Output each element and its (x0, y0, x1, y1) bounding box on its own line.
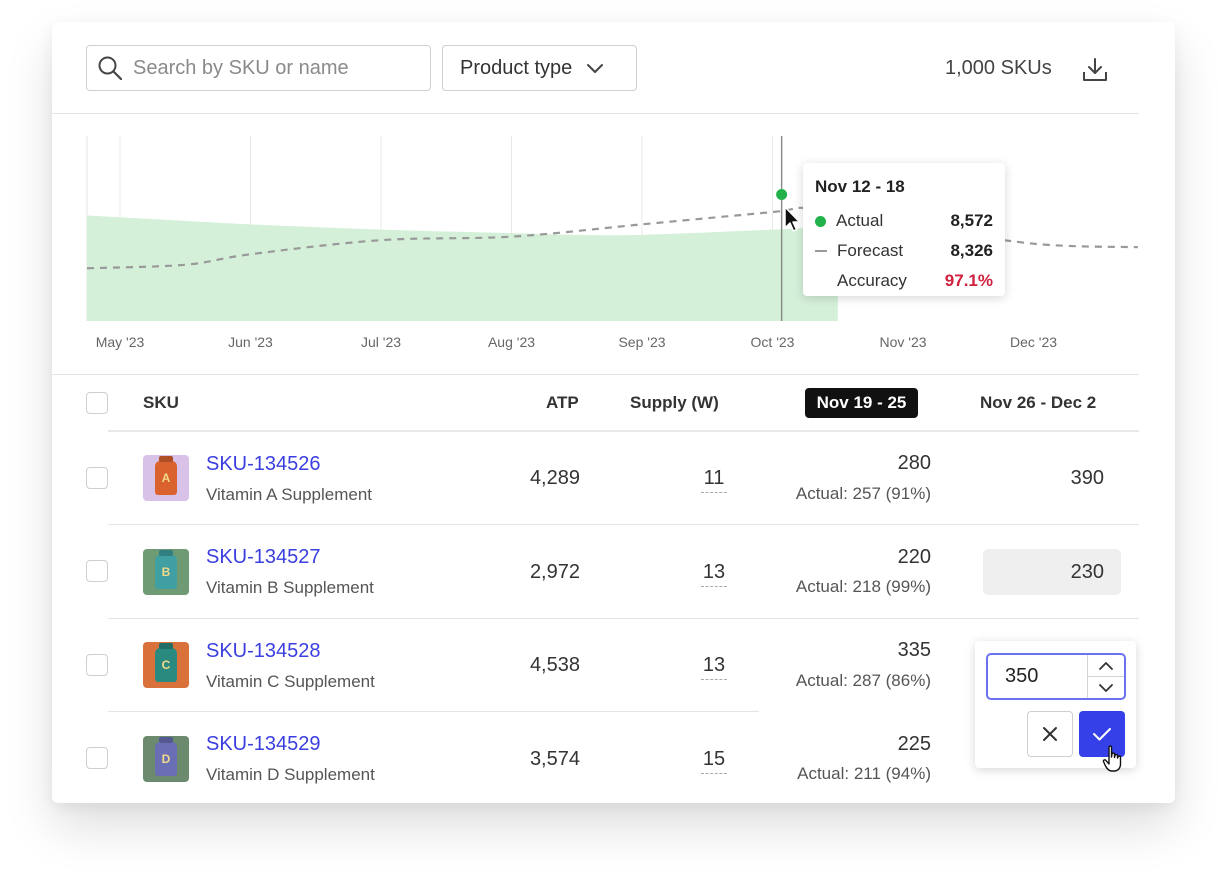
sku-link[interactable]: SKU-134529 (206, 733, 321, 755)
x-tick-label: May '23 (96, 334, 145, 350)
sku-link[interactable]: SKU-134526 (206, 453, 321, 475)
actual-dot-icon (815, 215, 826, 227)
bottle-letter: A (161, 471, 171, 485)
row-checkbox[interactable] (86, 467, 108, 489)
cancel-button[interactable] (1027, 711, 1073, 757)
forecast-value[interactable]: 220 (897, 546, 931, 568)
close-icon (1043, 727, 1057, 741)
col-header-supply[interactable]: Supply (W) (630, 393, 719, 412)
actual-value: Actual: 218 (99%) (795, 577, 931, 596)
product-name: Vitamin C Supplement (206, 672, 375, 691)
atp-value: 4,289 (529, 467, 580, 489)
actual-value: Actual: 287 (86%) (795, 671, 931, 690)
toolbar-divider (52, 113, 1139, 114)
sku-link[interactable]: SKU-134527 (206, 546, 321, 568)
chevron-up-icon (1099, 661, 1113, 670)
forecast-value[interactable]: 335 (897, 639, 931, 661)
number-stepper[interactable] (1087, 655, 1124, 698)
actual-area (87, 215, 838, 321)
x-tick-label: Oct '23 (751, 334, 795, 350)
supply-value[interactable]: 13 (701, 654, 727, 680)
forecast-line (86, 206, 1138, 270)
x-tick-label: Jun '23 (228, 334, 273, 350)
increment-button[interactable] (1088, 655, 1124, 677)
col-header-current-week[interactable]: Nov 19 - 25 (805, 388, 918, 418)
row-checkbox[interactable] (86, 654, 108, 676)
download-icon[interactable] (1080, 55, 1110, 85)
value-input-text: 350 (1005, 665, 1039, 687)
x-tick-label: Jul '23 (361, 334, 401, 350)
supply-value[interactable]: 11 (701, 467, 727, 493)
col-header-next-week[interactable]: Nov 26 - Dec 2 (980, 393, 1097, 412)
sku-link[interactable]: SKU-134528 (206, 640, 321, 662)
row-divider (108, 524, 1139, 525)
edit-value-popover: 350 (975, 641, 1136, 772)
col-header-sku[interactable]: SKU (143, 393, 179, 412)
forecast-chart[interactable]: May '23 Jun '23 Jul '23 Aug '23 Sep '23 Oct '… (52, 114, 1139, 359)
search-icon (98, 56, 123, 81)
sku-count: 1,000 SKUs (945, 57, 1052, 79)
decrement-button[interactable] (1088, 677, 1124, 698)
x-tick-label: Nov '23 (879, 334, 926, 350)
forecast-value[interactable]: 225 (897, 733, 931, 755)
tooltip-title: Nov 12 - 18 (815, 177, 905, 196)
chevron-down-icon (587, 64, 604, 73)
product-type-label: Product type (460, 56, 573, 79)
select-all-checkbox[interactable] (86, 392, 108, 414)
forecast-card: Search by SKU or name Product type 1,000… (52, 22, 1175, 803)
bottle-letter: C (161, 658, 171, 672)
supply-value[interactable]: 15 (701, 748, 727, 774)
tooltip-accuracy-label: Accuracy (837, 271, 907, 290)
checkmark-icon (1093, 728, 1111, 741)
row-checkbox[interactable] (86, 747, 108, 769)
row-divider (108, 711, 759, 712)
bottle-letter: D (161, 752, 171, 766)
search-input[interactable]: Search by SKU or name (86, 45, 431, 91)
forecast-dash-icon (815, 250, 827, 252)
x-tick-label: Aug '23 (488, 334, 535, 350)
product-thumbnail: A (143, 455, 189, 501)
hover-point (776, 188, 788, 200)
tooltip-actual-label: Actual (836, 211, 884, 230)
next-week-value[interactable]: 390 (1070, 467, 1104, 489)
atp-value: 2,972 (529, 561, 580, 583)
value-input[interactable]: 350 (986, 653, 1126, 700)
product-type-dropdown[interactable]: Product type (442, 45, 637, 91)
product-thumbnail: D (143, 736, 189, 782)
product-name: Vitamin B Supplement (206, 578, 374, 597)
tooltip-actual-value: 8,572 (950, 211, 993, 230)
bottle-image: D (155, 742, 177, 776)
product-thumbnail: C (143, 642, 189, 688)
x-tick-label: Sep '23 (618, 334, 665, 350)
x-tick-label: Dec '23 (1010, 334, 1057, 350)
bottle-image: C (155, 648, 177, 682)
bottle-letter: B (161, 565, 171, 579)
forecast-value[interactable]: 280 (897, 452, 931, 474)
col-header-atp[interactable]: ATP (546, 393, 579, 412)
bottle-image: B (155, 555, 177, 589)
atp-value: 3,574 (529, 748, 580, 770)
row-checkbox[interactable] (86, 560, 108, 582)
chart-tooltip: Nov 12 - 18 Actual 8,572 Forecast 8,326 … (803, 163, 1005, 296)
chart-divider (52, 374, 1139, 375)
atp-value: 4,538 (529, 654, 580, 676)
confirm-button[interactable] (1079, 711, 1125, 757)
bottle-image: A (155, 461, 177, 495)
mouse-pointer-icon (784, 206, 801, 232)
product-name: Vitamin D Supplement (206, 765, 375, 784)
chevron-down-icon (1099, 683, 1113, 692)
actual-value: Actual: 211 (94%) (797, 764, 931, 783)
tooltip-forecast-value: 8,326 (950, 241, 993, 260)
search-placeholder: Search by SKU or name (133, 56, 349, 79)
hand-pointer-icon (1102, 745, 1122, 772)
supply-value[interactable]: 13 (701, 561, 727, 587)
row-divider (108, 618, 1139, 619)
next-week-input-hover[interactable]: 230 (983, 549, 1121, 595)
actual-value: Actual: 257 (91%) (795, 484, 931, 503)
tooltip-accuracy-value: 97.1% (944, 271, 993, 290)
product-thumbnail: B (143, 549, 189, 595)
tooltip-forecast-label: Forecast (837, 241, 904, 260)
header-divider (108, 430, 1139, 432)
product-name: Vitamin A Supplement (206, 485, 373, 504)
